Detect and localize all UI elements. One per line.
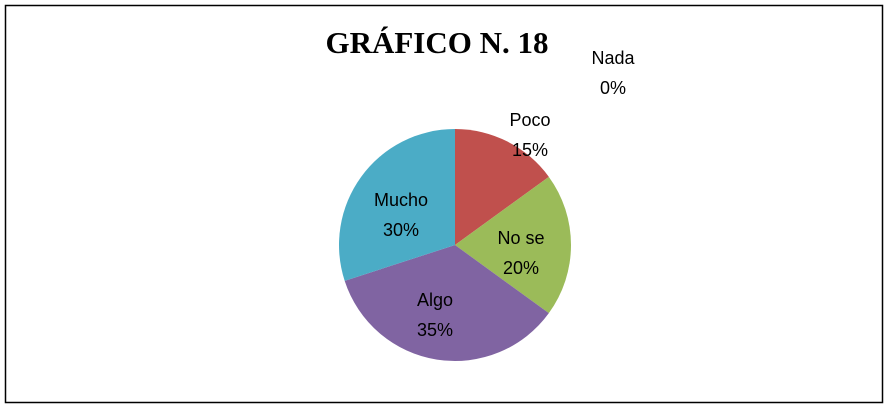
label-category: Nada xyxy=(591,48,635,68)
data-label: Mucho 30% xyxy=(374,190,428,240)
label-category: Poco xyxy=(509,110,550,130)
label-value: 20% xyxy=(503,258,539,278)
chart-title: GRÁFICO N. 18 xyxy=(325,25,548,60)
pie-slice xyxy=(338,129,455,281)
pie-slice xyxy=(455,129,549,245)
pie-slice xyxy=(344,245,549,361)
label-category: No se xyxy=(497,228,544,248)
data-label: Nada 0% xyxy=(591,48,635,98)
label-category: Algo xyxy=(417,290,453,310)
label-value: 0% xyxy=(600,78,626,98)
label-value: 15% xyxy=(512,140,548,160)
data-label: No se 20% xyxy=(497,228,544,278)
data-label: Algo 35% xyxy=(417,290,453,340)
data-label: Poco 15% xyxy=(509,110,550,160)
pie-slice xyxy=(455,176,572,314)
label-category: Mucho xyxy=(374,190,428,210)
label-value: 30% xyxy=(383,220,419,240)
label-value: 35% xyxy=(417,320,453,340)
